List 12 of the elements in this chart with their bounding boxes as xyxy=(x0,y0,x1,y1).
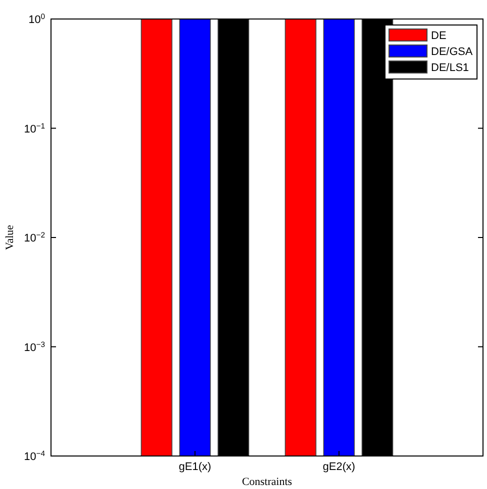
x-tick-label: gE1(x) xyxy=(178,461,212,473)
y-axis-title: Value xyxy=(4,224,16,250)
x-tick-label: gE2(x) xyxy=(322,461,356,473)
x-axis-title: Constraints xyxy=(242,476,292,488)
y-tick-label: 10$^{−3}$ xyxy=(24,339,45,354)
y-tick-label: 10$^{−4}$ xyxy=(24,448,46,463)
legend-label: DE/LS1 xyxy=(431,62,469,74)
y-tick-label: 10$^{−2}$ xyxy=(24,230,45,244)
y-tick-label: 10$^{−1}$ xyxy=(24,120,45,136)
y-tick-label: 10$^{0}$ xyxy=(28,12,45,26)
legend-label: DE/GSA xyxy=(431,46,474,58)
legend-label: DE xyxy=(431,30,446,42)
